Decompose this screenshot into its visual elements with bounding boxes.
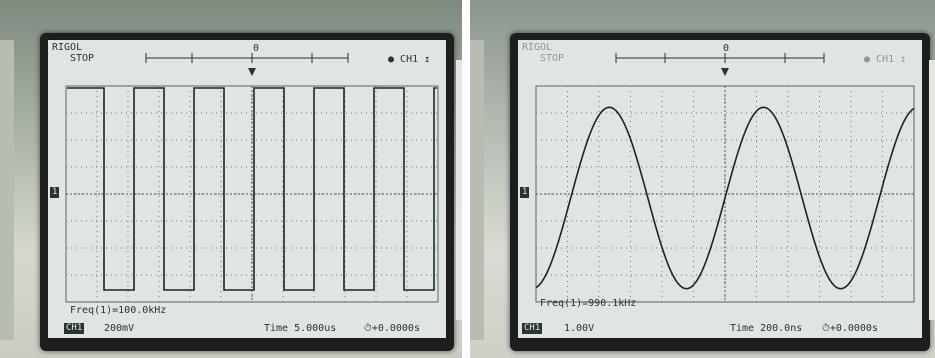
ground-marker: 1: [520, 187, 530, 198]
frequency-measurement: Freq(1)=100.0kHz: [70, 305, 167, 316]
channel-label: CH1: [522, 323, 543, 334]
trigger-channel-indicator: ● CH1 ↥: [388, 54, 431, 65]
timebase: Time 5.000us: [264, 323, 337, 334]
scope-display: [535, 53, 915, 303]
device-case-left: [0, 40, 14, 340]
device-case-left: [470, 40, 484, 340]
brand-label: RIGOL: [522, 42, 553, 53]
trigger-position-marker: 0: [253, 43, 260, 54]
device-edge: [456, 60, 462, 320]
frequency-measurement: Freq(1)=990.1kHz: [540, 298, 637, 309]
run-status: STOP: [540, 53, 565, 64]
brand-label: RIGOL: [52, 42, 83, 53]
volts-per-div: 200mV: [104, 323, 135, 334]
device-edge: [929, 60, 935, 320]
trigger-arrow: [248, 68, 256, 76]
oscilloscope-photo-left: RIGOL STOP 0 ● CH1 ↥ 1 Freq(1)=100.0kHz …: [0, 0, 462, 358]
timebase: Time 200.0ns: [730, 323, 803, 334]
trigger-offset: ⏱+0.0000s: [364, 323, 420, 334]
run-status: STOP: [70, 53, 95, 64]
trigger-position-marker: 0: [723, 43, 730, 54]
oscilloscope-screen: RIGOL STOP 0 ● CH1 ↥ 1 Freq(1)=990.1kHz …: [518, 40, 922, 338]
volts-per-div: 1.00V: [564, 323, 595, 334]
trigger-arrow: [721, 68, 729, 76]
trigger-offset: ⏱+0.0000s: [822, 323, 878, 334]
waveform-trace: [535, 106, 915, 290]
oscilloscope-screen: RIGOL STOP 0 ● CH1 ↥ 1 Freq(1)=100.0kHz …: [48, 40, 446, 338]
oscilloscope-photo-right: RIGOL STOP 0 ● CH1 ↥ 1 Freq(1)=990.1kHz …: [470, 0, 935, 358]
trigger-channel-indicator: ● CH1 ↥: [864, 54, 907, 65]
waveform-trace: [67, 87, 437, 291]
channel-label: CH1: [64, 323, 85, 334]
scope-display: [65, 53, 439, 303]
ground-marker: 1: [50, 187, 60, 198]
